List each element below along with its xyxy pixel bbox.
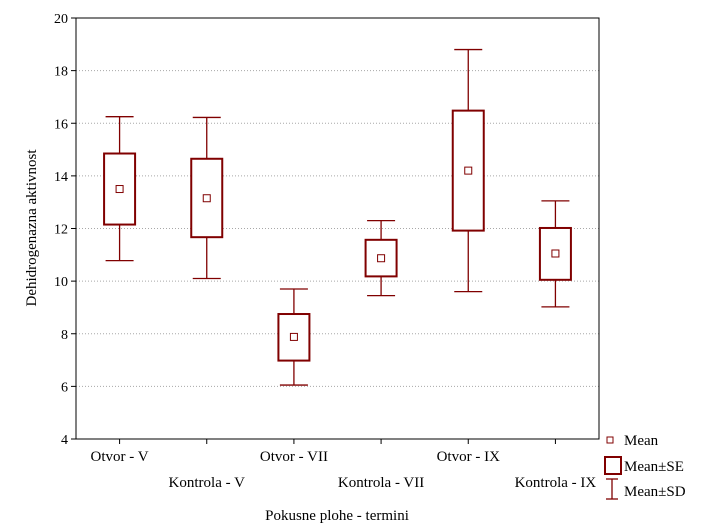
box-group (103, 116, 137, 262)
x-tick-label: Otvor - V (91, 449, 149, 465)
x-tick-label: Kontrola - IX (515, 475, 597, 491)
box-group (538, 200, 572, 308)
x-tick-label: Otvor - VII (260, 449, 328, 465)
mean-marker (377, 254, 386, 263)
y-tick-label: 14 (54, 170, 68, 185)
x-tick-label: Otvor - IX (437, 449, 500, 465)
y-tick-label: 20 (54, 12, 68, 27)
y-tick-label: 4 (61, 433, 68, 448)
y-tick-label: 16 (54, 117, 68, 132)
y-tick-label: 12 (54, 223, 68, 238)
mean-marker (464, 166, 473, 175)
se-box (538, 226, 572, 281)
y-tick-label: 10 (54, 275, 68, 290)
y-tick-label: 8 (61, 328, 68, 343)
x-tick-label: Kontrola - V (169, 475, 246, 491)
box-group (277, 288, 311, 386)
legend-sd-label: Mean±SD (624, 484, 686, 500)
x-tick-label: Kontrola - VII (338, 475, 424, 491)
mean-marker (115, 185, 124, 194)
box-group (364, 219, 398, 297)
se-box (451, 109, 485, 232)
legend-se-label: Mean±SE (624, 459, 684, 475)
box-group (451, 48, 485, 293)
x-axis-label: Pokusne plohe - termini (265, 508, 409, 524)
y-tick-label: 18 (54, 65, 68, 80)
y-axis-ticks: 4 6 8 10 12 14 16 18 20 (54, 12, 76, 448)
x-axis-ticks: Otvor - V Kontrola - V Otvor - VII Kontrola… (91, 439, 597, 491)
mean-marker (202, 194, 211, 203)
y-axis-label: Dehidrogenazna aktivnost (24, 149, 40, 307)
box-series (103, 48, 572, 386)
mean-marker (289, 332, 298, 341)
gridlines (76, 70, 599, 387)
box-group (190, 116, 224, 280)
legend-mean-label: Mean (624, 433, 659, 449)
mean-marker (551, 249, 560, 258)
legend-se-symbol (604, 456, 622, 475)
y-tick-label: 6 (61, 380, 68, 395)
legend-mean-symbol (606, 436, 614, 444)
legend: Mean Mean±SE Mean±SD (604, 433, 686, 500)
